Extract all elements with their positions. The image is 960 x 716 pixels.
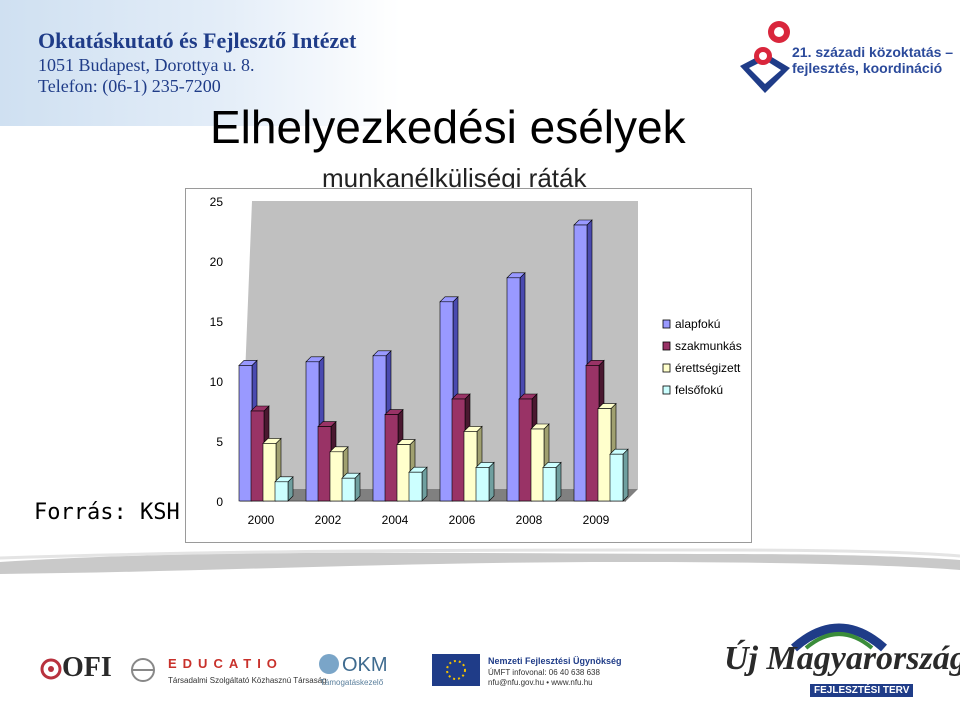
x-tick-label: 2004 — [382, 513, 409, 527]
bar — [518, 398, 533, 502]
ofi-label: OFI — [62, 652, 112, 683]
footer-logos: OFI EDUCATIO Társadalmi Szolgáltató Közh… — [0, 600, 960, 716]
legend-swatch — [662, 341, 671, 351]
bar — [408, 471, 423, 502]
slide-title: Elhelyezkedési esélyek — [210, 101, 686, 153]
eu-flag-icon — [432, 654, 480, 686]
source-label: Forrás: KSH — [34, 500, 180, 525]
educatio-label: EDUCATIO — [168, 656, 283, 671]
bar — [475, 467, 490, 502]
x-tick-label: 2006 — [449, 513, 476, 527]
y-tick-label: 15 — [210, 315, 224, 329]
y-tick-label: 20 — [210, 255, 224, 269]
legend-swatch — [662, 319, 671, 329]
umft-sub: FEJLESZTÉSI TERV — [810, 684, 914, 697]
bar — [585, 365, 600, 502]
header-band — [0, 0, 400, 126]
bar — [250, 410, 265, 502]
x-tick-label: 2002 — [315, 513, 342, 527]
program-logo-icon — [740, 21, 790, 93]
bar-side — [555, 461, 562, 502]
bar — [506, 277, 521, 502]
y-tick-label: 10 — [210, 375, 224, 389]
bar — [262, 443, 277, 502]
okm-logo-icon — [319, 654, 339, 674]
okm-sub: Támogatáskezelő — [320, 678, 384, 687]
bar — [597, 408, 612, 502]
umft-title: Új Magyarország — [724, 640, 960, 677]
bar-side — [488, 461, 495, 502]
bar — [542, 467, 557, 502]
bar — [384, 414, 399, 502]
educatio-logo-icon — [131, 658, 155, 682]
bar — [439, 301, 454, 502]
institute-address: 1051 Budapest, Dorottya u. 8. — [38, 55, 255, 75]
bar — [317, 426, 332, 502]
bar — [238, 365, 253, 502]
nfu-title: Nemzeti Fejlesztési Ügynökség — [488, 656, 622, 666]
legend-label: alapfokú — [675, 317, 720, 331]
bar — [451, 398, 466, 502]
bar — [274, 481, 289, 502]
bar — [329, 451, 344, 502]
institute-phone: Telefon: (06-1) 235-7200 — [38, 76, 221, 96]
bar — [573, 224, 588, 502]
educatio-sub: Társadalmi Szolgáltató Közhasznú Társasá… — [168, 676, 327, 685]
legend-swatch — [662, 363, 671, 373]
program-line-2: fejlesztés, koordináció — [792, 60, 943, 76]
x-tick-label: 2000 — [248, 513, 275, 527]
bar-side — [622, 448, 629, 502]
nfu-line-2: nfu@nfu.gov.hu • www.nfu.hu — [488, 678, 593, 687]
y-tick-label: 25 — [210, 195, 224, 209]
okm-label: OKM — [342, 654, 388, 676]
bar — [463, 431, 478, 502]
x-tick-label: 2009 — [583, 513, 610, 527]
bar — [372, 355, 387, 502]
legend-swatch — [662, 385, 671, 395]
decorative-wave — [0, 548, 960, 574]
bar — [305, 361, 320, 502]
bar — [396, 444, 411, 502]
nfu-line-1: ÚMFT infovonal: 06 40 638 638 — [488, 668, 600, 677]
legend-label: szakmunkás — [675, 339, 742, 353]
bar — [530, 428, 545, 502]
x-tick-label: 2008 — [516, 513, 543, 527]
program-line-1: 21. századi közoktatás – — [792, 44, 954, 60]
institute-name: Oktatáskutató és Fejlesztő Intézet — [38, 28, 357, 53]
bar — [341, 477, 356, 502]
ofi-logo-icon — [40, 658, 62, 680]
y-tick-label: 5 — [216, 435, 223, 449]
bar — [609, 453, 624, 502]
bar-side — [421, 466, 428, 502]
legend-label: érettségizett — [675, 361, 741, 375]
umft-arch-icon — [791, 623, 887, 652]
y-tick-label: 0 — [216, 495, 223, 509]
legend-label: felsőfokú — [675, 383, 723, 397]
unemployment-chart: 0 5 10 15 20 25 2000 2002 2004 2006 2008 2009 alapfo… — [210, 195, 742, 527]
